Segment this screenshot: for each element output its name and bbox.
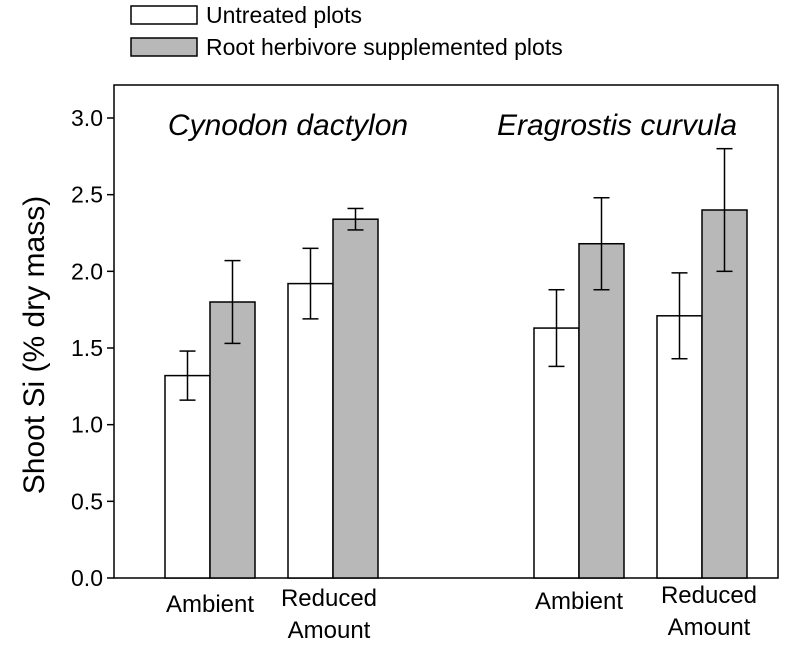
y-tick-label: 1.5: [71, 335, 103, 361]
legend-label-supplemented: Root herbivore supplemented plots: [206, 34, 563, 60]
category-label: Reduced Amount: [281, 585, 377, 644]
bar-untreated: [287, 282, 334, 579]
species-label-eragrostis: Eragrostis curvula: [497, 109, 737, 142]
bar-supplemented: [209, 301, 256, 579]
bar-untreated: [164, 374, 211, 579]
plot-frame: [113, 84, 779, 579]
y-tick-label: 3.0: [71, 105, 103, 131]
bars: [164, 147, 748, 579]
bar-untreated: [533, 327, 580, 579]
category-labels: Ambient Reduced Amount Ambient Reduced Amount: [166, 582, 757, 644]
y-tick-label: 0.5: [71, 488, 103, 514]
legend-label-untreated: Untreated plots: [206, 2, 362, 28]
y-axis-label: Shoot Si (% dry mass): [18, 196, 51, 494]
species-label-cynodon: Cynodon dactylon: [168, 109, 408, 142]
legend-swatch-untreated: [130, 5, 198, 25]
category-label: Reduced Amount: [661, 582, 757, 641]
bar-supplemented: [578, 242, 625, 579]
y-axis-ticks: 0.0 0.5 1.0 1.5 2.0 2.5 3.0: [71, 105, 114, 591]
legend-swatch-supplemented: [130, 37, 198, 57]
y-tick-label: 2.5: [71, 182, 103, 208]
y-tick-label: 1.0: [71, 412, 103, 438]
category-label: Ambient: [166, 591, 254, 618]
category-label: Ambient: [535, 588, 623, 615]
y-tick-label: 0.0: [71, 565, 103, 591]
legend: Untreated plots Root herbivore supplemen…: [130, 2, 563, 60]
bar-supplemented: [332, 218, 379, 579]
y-tick-label: 2.0: [71, 258, 103, 284]
